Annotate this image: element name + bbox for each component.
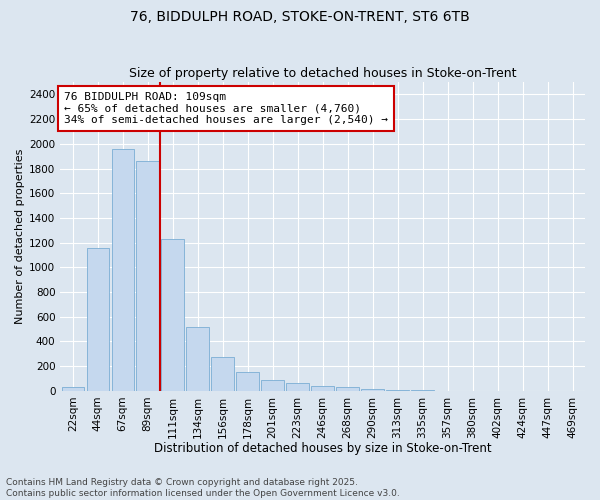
- Text: 76, BIDDULPH ROAD, STOKE-ON-TRENT, ST6 6TB: 76, BIDDULPH ROAD, STOKE-ON-TRENT, ST6 6…: [130, 10, 470, 24]
- Bar: [161, 239, 184, 391]
- Title: Size of property relative to detached houses in Stoke-on-Trent: Size of property relative to detached ho…: [129, 66, 517, 80]
- Bar: [262, 380, 284, 391]
- Bar: [337, 386, 359, 391]
- Bar: [386, 390, 409, 391]
- Bar: [211, 357, 234, 391]
- Bar: [86, 248, 109, 391]
- Bar: [311, 386, 334, 391]
- Bar: [112, 149, 134, 391]
- Bar: [236, 372, 259, 391]
- Text: Contains HM Land Registry data © Crown copyright and database right 2025.
Contai: Contains HM Land Registry data © Crown c…: [6, 478, 400, 498]
- Text: 76 BIDDULPH ROAD: 109sqm
← 65% of detached houses are smaller (4,760)
34% of sem: 76 BIDDULPH ROAD: 109sqm ← 65% of detach…: [64, 92, 388, 125]
- Bar: [286, 384, 309, 391]
- Y-axis label: Number of detached properties: Number of detached properties: [15, 149, 25, 324]
- Bar: [136, 161, 159, 391]
- Bar: [361, 389, 384, 391]
- X-axis label: Distribution of detached houses by size in Stoke-on-Trent: Distribution of detached houses by size …: [154, 442, 491, 455]
- Bar: [62, 388, 84, 391]
- Bar: [187, 326, 209, 391]
